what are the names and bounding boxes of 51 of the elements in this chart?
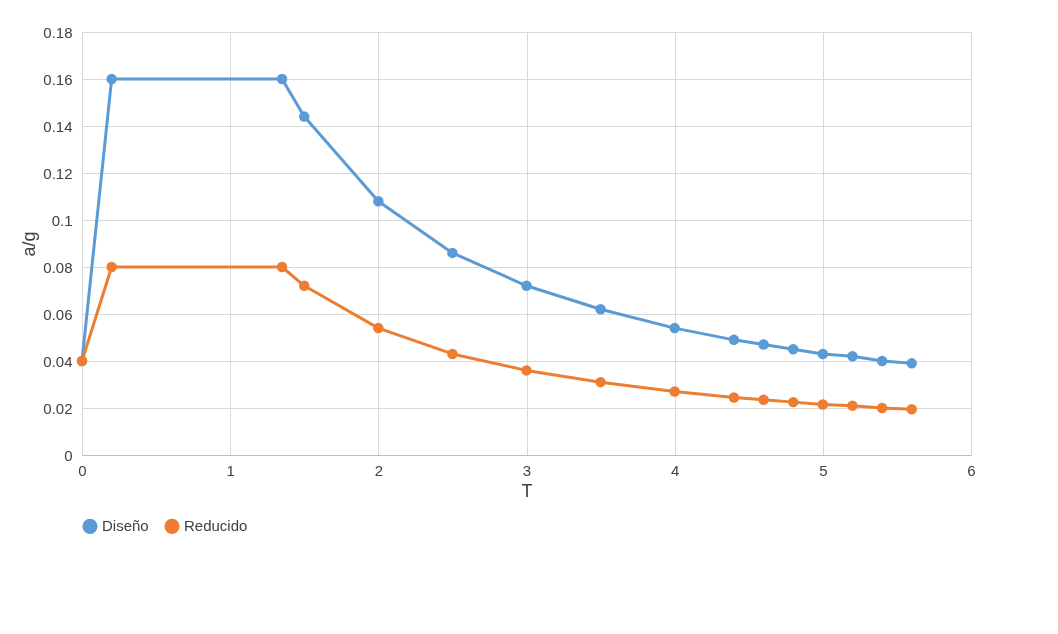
- point: [669, 386, 680, 397]
- legend-label: Diseño: [102, 517, 149, 535]
- point: [876, 402, 888, 414]
- point: [787, 396, 799, 408]
- point: [847, 351, 858, 362]
- y-tick-label: 0.14: [43, 117, 73, 135]
- point: [447, 348, 458, 360]
- legend-label: Reducido: [184, 517, 248, 535]
- y-tick-label: 0.06: [43, 305, 73, 323]
- point: [373, 322, 384, 334]
- point: [299, 111, 310, 122]
- x-tick-label: 5: [819, 461, 828, 479]
- point: [447, 247, 458, 259]
- point: [787, 344, 799, 355]
- y-tick-label: 0.16: [43, 70, 73, 88]
- point: [847, 400, 858, 411]
- y-axis-title: a/g: [19, 231, 40, 257]
- point: [817, 348, 829, 360]
- x-tick-label: 6: [967, 461, 976, 479]
- point: [758, 339, 769, 350]
- point: [595, 304, 606, 315]
- x-tick-label: 0: [78, 461, 87, 479]
- point: [595, 376, 606, 388]
- point: [876, 355, 888, 367]
- x-tick-label: 4: [670, 461, 680, 479]
- point: [906, 358, 917, 369]
- y-tick-label: 0.02: [43, 399, 73, 417]
- x-tick-label: 1: [226, 461, 235, 479]
- point: [906, 403, 917, 415]
- y-tick-label: 0.04: [43, 352, 73, 370]
- point: [106, 261, 117, 273]
- x-tick-label: 3: [522, 461, 532, 479]
- y-tick-label: 0: [64, 446, 73, 464]
- point: [373, 195, 384, 207]
- point: [521, 365, 532, 376]
- point: [276, 73, 288, 85]
- point: [758, 394, 769, 406]
- point: [106, 73, 117, 85]
- y-tick-label: 0.18: [43, 23, 73, 41]
- y-tick-label: 0.08: [43, 258, 73, 276]
- point: [728, 392, 740, 403]
- point: [669, 322, 680, 334]
- point: [728, 334, 740, 346]
- point: [817, 399, 829, 410]
- y-tick-label: 0.1: [51, 211, 73, 229]
- x-tick-label: 2: [374, 461, 384, 479]
- y-tick-label: 0.12: [43, 164, 73, 182]
- x-axis-title: T: [521, 480, 533, 501]
- point: [276, 261, 288, 273]
- point: [299, 280, 310, 292]
- point: [521, 280, 532, 292]
